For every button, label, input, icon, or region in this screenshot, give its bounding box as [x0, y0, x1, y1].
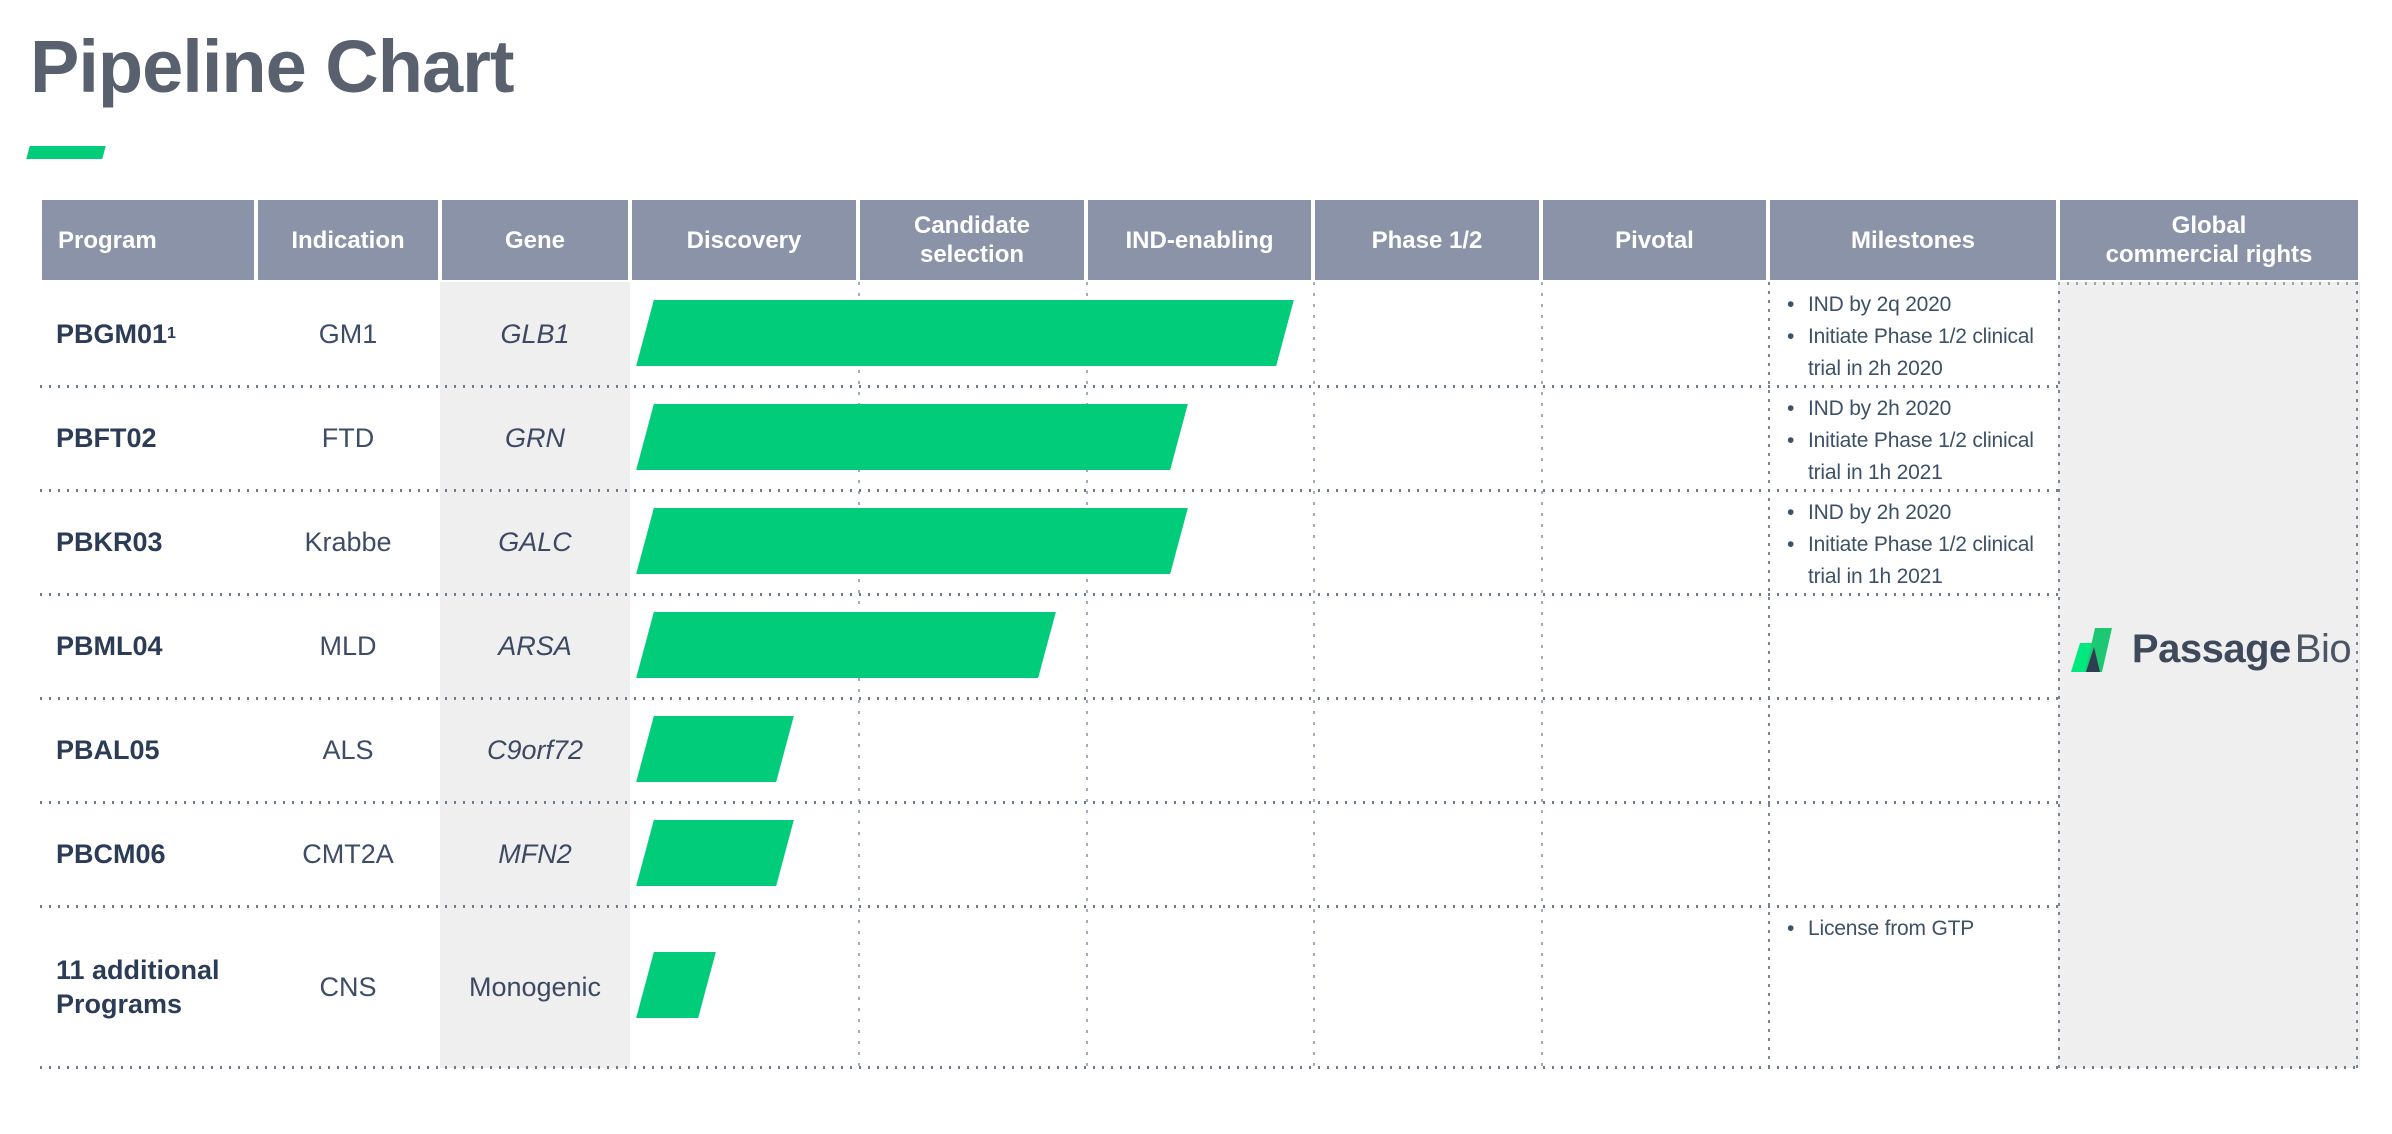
program-name: PBFT02: [40, 386, 256, 490]
title-underline-swoosh: [26, 146, 106, 159]
column-header-global-commercial-rights: Global commercial rights: [2060, 200, 2358, 280]
gene-value: ARSA: [498, 630, 572, 661]
program-label: 11 additional Programs: [56, 955, 220, 1019]
logo-text-bio: Bio: [2294, 626, 2352, 671]
column-header-discovery: Discovery: [632, 200, 856, 280]
indication-value: CNS: [319, 971, 377, 1002]
program-name: PBAL05: [40, 698, 256, 802]
global-column-top-border: [2058, 282, 2360, 285]
milestone-list: IND by 2h 2020 Initiate Phase 1/2 clinic…: [1784, 393, 2048, 489]
row-divider-1: [40, 385, 2058, 388]
pipeline-bar: [636, 952, 716, 1018]
program-label: PBFT02: [56, 423, 157, 453]
program-name: PBML04: [40, 594, 256, 698]
passage-bio-logo-icon: [2070, 628, 2112, 672]
indication-value: GM1: [318, 318, 378, 349]
pipeline-bar: [636, 300, 1294, 366]
program-name: PBCM06: [40, 802, 256, 906]
milestone-item: Initiate Phase 1/2 clinical trial in 1h …: [1784, 529, 2048, 593]
row-divider-3: [40, 593, 2058, 596]
table-bottom-border: [40, 1066, 2358, 1069]
milestone-item: IND by 2h 2020: [1784, 393, 2048, 425]
program-label: PBGM01: [56, 319, 168, 349]
logo-text-passage: Passage: [2131, 626, 2291, 671]
column-divider-candidate-ind: [1086, 282, 1088, 1068]
column-header-indication: Indication: [258, 200, 438, 280]
column-header-pivotal: Pivotal: [1543, 200, 1766, 280]
milestone-item: IND by 2q 2020: [1784, 289, 2048, 321]
pipeline-bar: [636, 404, 1188, 470]
indication-value: FTD: [321, 422, 375, 453]
gene-value: C9orf72: [486, 734, 584, 765]
pipeline-bar: [636, 508, 1188, 574]
pipeline-bar: [636, 716, 794, 782]
pipeline-bar: [636, 612, 1056, 678]
milestone-list: IND by 2q 2020 Initiate Phase 1/2 clinic…: [1784, 289, 2048, 385]
row-divider-6: [40, 905, 2058, 908]
gene-value: MFN2: [498, 838, 572, 869]
program-name: 11 additional Programs: [40, 906, 256, 1068]
milestone-item: Initiate Phase 1/2 clinical trial in 1h …: [1784, 425, 2048, 489]
gene-value: GRN: [505, 422, 565, 453]
column-header-program: Program: [42, 200, 254, 280]
row-divider-5: [40, 801, 2058, 804]
program-name: PBKR03: [40, 490, 256, 594]
gene-value: Monogenic: [468, 971, 602, 1002]
program-label: PBAL05: [56, 735, 160, 765]
indication-value: Krabbe: [304, 526, 392, 557]
column-divider-pivotal-milestones: [1768, 282, 1770, 1068]
milestone-item: License from GTP: [1784, 913, 2048, 945]
program-label: PBKR03: [56, 527, 163, 557]
column-header-phase-1-2: Phase 1/2: [1315, 200, 1539, 280]
column-divider-ind-phase12: [1313, 282, 1315, 1068]
passage-bio-logo: Passage Bio: [2066, 624, 2356, 674]
milestone-list: License from GTP: [1784, 913, 2048, 945]
column-header-milestones: Milestones: [1770, 200, 2056, 280]
page-title: Pipeline Chart: [30, 25, 515, 108]
row-divider-2: [40, 489, 2058, 492]
indication-value: CMT2A: [302, 838, 394, 869]
milestone-item: IND by 2h 2020: [1784, 497, 2048, 529]
program-name: PBGM01 1: [56, 319, 176, 349]
column-divider-milestones-global: [2058, 282, 2060, 1068]
column-header-candidate-selection: Candidate selection: [860, 200, 1084, 280]
indication-value: ALS: [322, 734, 374, 765]
column-header-gene: Gene: [442, 200, 628, 280]
table-right-border: [2356, 282, 2358, 1068]
global-rights-column-shading: [2058, 282, 2360, 1068]
column-divider-phase12-pivotal: [1541, 282, 1543, 1068]
milestone-item: Initiate Phase 1/2 clinical trial in 2h …: [1784, 321, 2048, 385]
gene-value: GLB1: [500, 318, 570, 349]
program-label: PBCM06: [56, 839, 166, 869]
indication-value: MLD: [319, 630, 377, 661]
gene-value: GALC: [498, 526, 572, 557]
column-header-ind-enabling: IND-enabling: [1088, 200, 1311, 280]
gene-column-shading: [440, 282, 630, 1068]
row-divider-4: [40, 697, 2058, 700]
program-label: PBML04: [56, 631, 163, 661]
pipeline-bar: [636, 820, 794, 886]
milestone-list: IND by 2h 2020 Initiate Phase 1/2 clinic…: [1784, 497, 2048, 593]
